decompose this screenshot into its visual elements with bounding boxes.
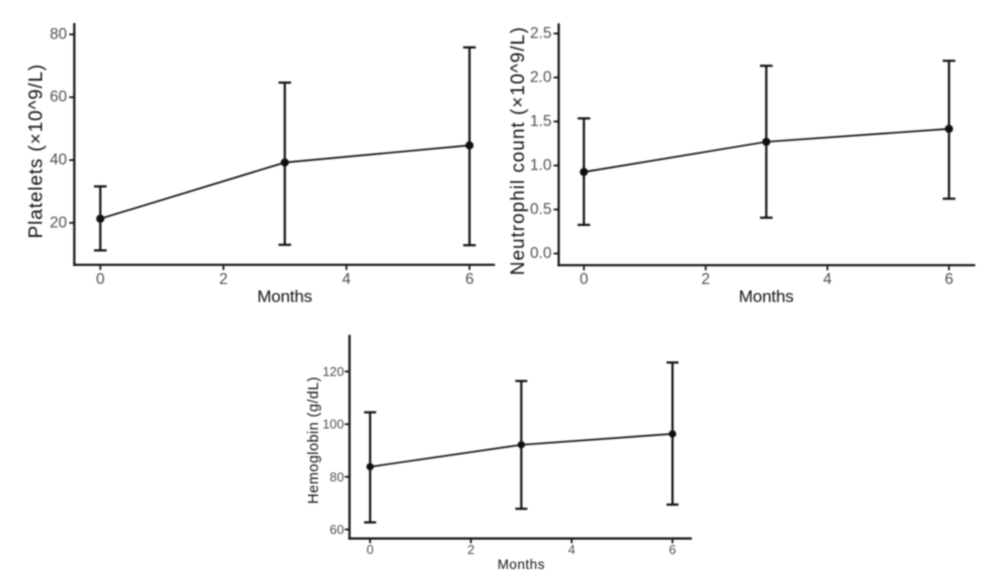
svg-text:120: 120 [322,364,344,379]
svg-text:2: 2 [701,271,710,288]
svg-text:4: 4 [342,271,351,288]
svg-text:1.5: 1.5 [530,113,552,130]
svg-text:6: 6 [465,271,474,288]
svg-text:0.5: 0.5 [530,201,552,218]
svg-text:0: 0 [367,542,374,557]
svg-text:1.0: 1.0 [530,157,552,174]
svg-text:40: 40 [50,152,68,169]
svg-text:Months: Months [257,287,312,306]
svg-text:6: 6 [669,542,676,557]
svg-text:6: 6 [945,271,954,288]
svg-text:60: 60 [50,89,68,106]
svg-text:0: 0 [96,271,105,288]
svg-text:Platelets (×10^9/L): Platelets (×10^9/L) [26,64,47,238]
svg-text:4: 4 [823,271,832,288]
svg-text:Months: Months [498,557,545,572]
svg-text:2: 2 [219,271,228,288]
svg-text:100: 100 [322,417,344,432]
svg-text:2.0: 2.0 [530,69,552,86]
svg-text:0: 0 [580,271,589,288]
svg-text:80: 80 [50,26,68,43]
svg-text:0.0: 0.0 [530,245,552,262]
svg-text:20: 20 [50,214,68,231]
svg-text:4: 4 [568,542,575,557]
svg-text:2: 2 [467,542,474,557]
svg-text:80: 80 [330,469,344,484]
svg-text:Months: Months [739,287,794,306]
svg-text:2.5: 2.5 [530,25,552,42]
svg-text:Neutrophil count (×10^9/L): Neutrophil count (×10^9/L) [508,27,529,275]
svg-text:Hemoglobin (g/dL): Hemoglobin (g/dL) [306,377,322,504]
svg-text:60: 60 [330,522,344,537]
